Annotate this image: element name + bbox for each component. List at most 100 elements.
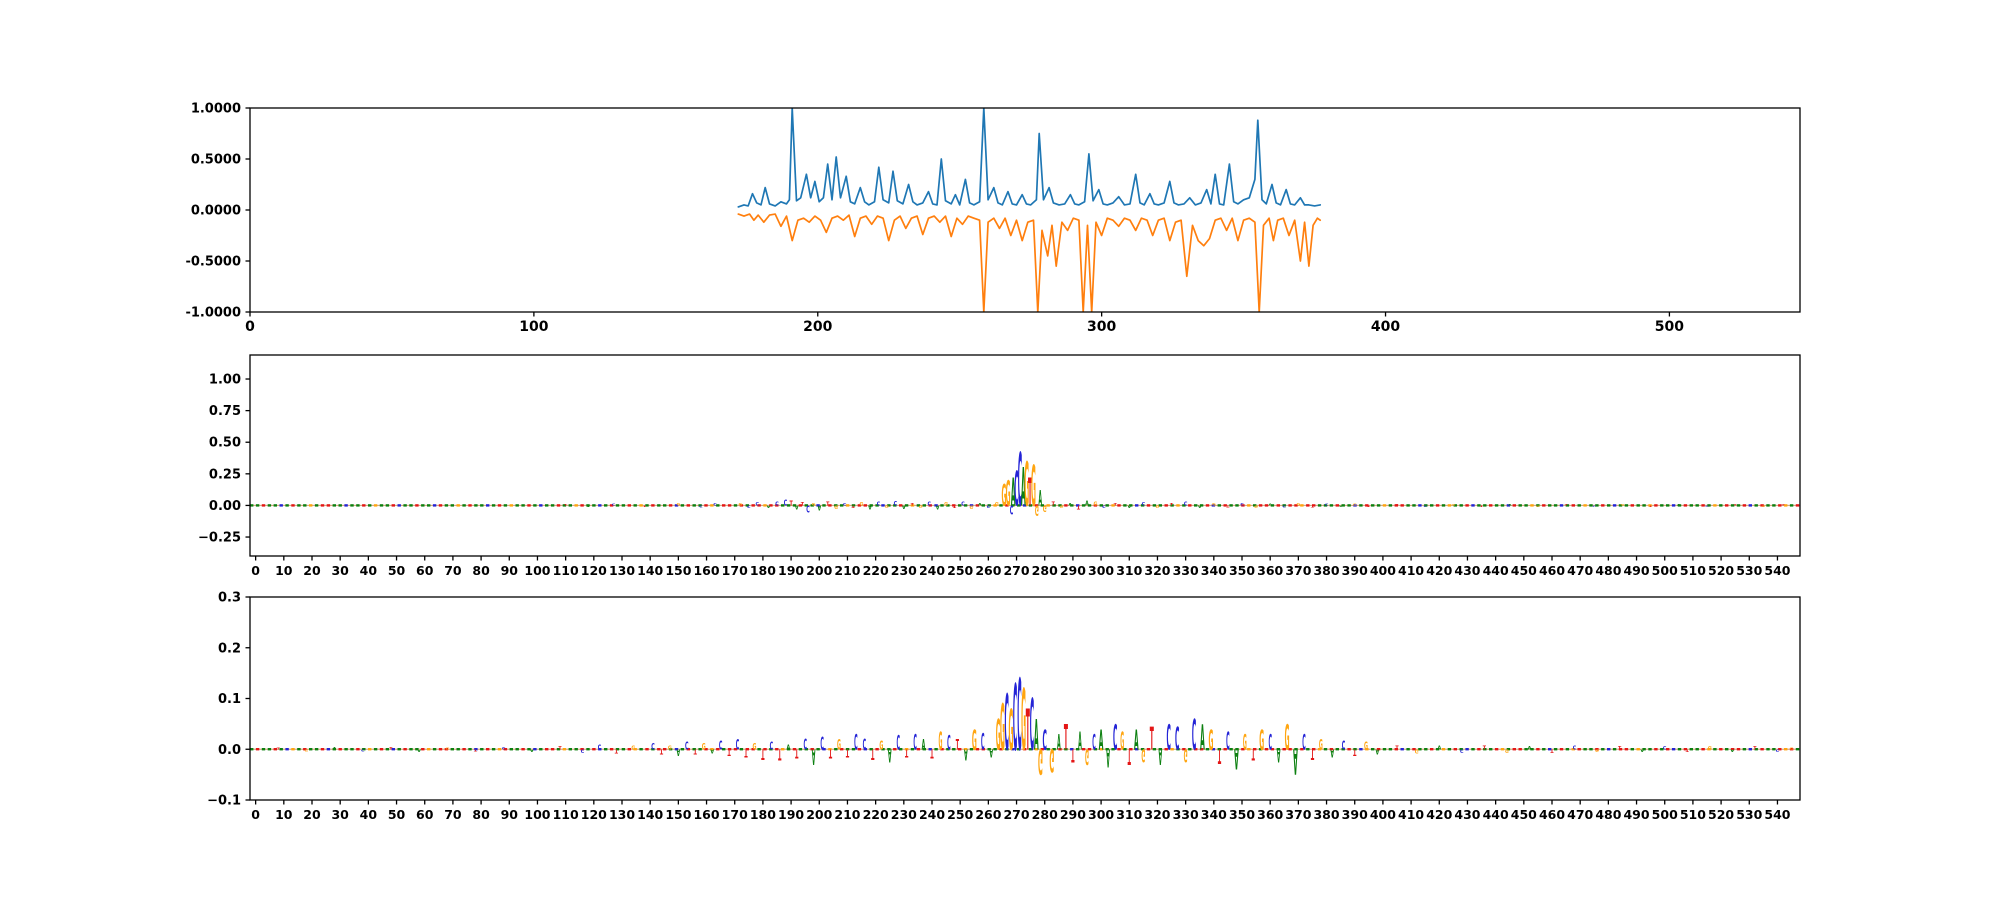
baseline-dash <box>255 504 260 507</box>
baseline-dash <box>851 748 856 751</box>
panel-1-series <box>737 108 1322 312</box>
x-tick-label: 220 <box>863 807 889 822</box>
baseline-dash <box>1070 504 1074 507</box>
x-tick-label: 370 <box>1285 807 1311 822</box>
x-tick-label: 50 <box>388 807 406 822</box>
baseline-dash <box>804 748 808 751</box>
logo-letter-A: A <box>902 503 906 509</box>
baseline-dash <box>314 504 319 507</box>
baseline-dash <box>314 748 319 751</box>
baseline-dash <box>468 748 472 751</box>
baseline-dash <box>1719 504 1723 507</box>
baseline-dash <box>745 748 749 751</box>
baseline-dash <box>373 748 378 751</box>
baseline-dash <box>1601 504 1605 507</box>
baseline-dash <box>615 748 620 751</box>
baseline-dash <box>910 748 915 751</box>
x-tick-label: 190 <box>778 563 804 578</box>
logo-letter-C: C <box>502 746 506 750</box>
logo-letter-G: G <box>834 503 838 509</box>
logo-letter-T: T <box>694 747 698 755</box>
panel-2-logo: T A C T GCC GC C A C C T A T C G A T G CT G A C G C A TG C A G T C G AC G… <box>250 439 1800 524</box>
logo-letter-G: G <box>1038 741 1043 781</box>
baseline-dash <box>1553 748 1558 751</box>
baseline-dash <box>940 504 944 507</box>
baseline-dash <box>1093 748 1098 751</box>
baseline-dash <box>663 748 667 751</box>
x-tick-label: 190 <box>778 807 804 822</box>
baseline-dash <box>1500 748 1505 751</box>
x-tick-label: 210 <box>834 807 860 822</box>
x-tick-label: 180 <box>750 563 776 578</box>
logo-letter-G: G <box>1761 505 1765 507</box>
baseline-dash <box>373 504 378 507</box>
x-tick-label: 400 <box>1370 563 1396 578</box>
baseline-dash <box>1571 504 1575 507</box>
baseline-dash <box>267 748 272 751</box>
baseline-dash <box>379 504 384 507</box>
baseline-dash <box>1329 748 1334 751</box>
logo-letter-C: C <box>894 501 898 508</box>
logo-letter-C: C <box>361 749 365 753</box>
baseline-dash <box>1170 504 1174 507</box>
baseline-dash <box>1347 504 1351 507</box>
baseline-dash <box>291 748 295 751</box>
baseline-dash <box>1347 748 1351 751</box>
x-tick-label: 520 <box>1708 563 1734 578</box>
baseline-dash <box>580 504 584 507</box>
y-tick-label: 0.3 <box>218 591 241 606</box>
logo-letter-T: T <box>1483 745 1487 751</box>
logo-letter-C: C <box>1776 748 1780 752</box>
baseline-dash <box>1789 748 1794 751</box>
logo-letter-T: T <box>1480 505 1484 507</box>
baseline-dash <box>1477 748 1481 751</box>
baseline-dash <box>1058 748 1062 751</box>
baseline-dash <box>474 748 478 751</box>
logo-letter-T: T <box>1311 505 1315 508</box>
logo-letter-G: G <box>1209 723 1214 756</box>
baseline-dash <box>1784 504 1788 507</box>
x-tick-label: 70 <box>444 563 462 578</box>
baseline-dash <box>1524 504 1528 507</box>
baseline-dash <box>816 748 820 751</box>
baseline-dash <box>692 748 696 751</box>
baseline-dash <box>1111 504 1115 507</box>
logo-letter-C: C <box>1014 462 1018 517</box>
logo-letter-T: T <box>389 746 392 750</box>
logo-letter-A: A <box>812 744 816 769</box>
logo-letter-G: G <box>1364 739 1368 752</box>
x-tick-label: 330 <box>1173 807 1199 822</box>
logo-letter-C: C <box>1192 712 1196 761</box>
baseline-dash <box>1194 748 1198 751</box>
logo-letter-G: G <box>1049 741 1054 777</box>
baseline-dash <box>1011 748 1015 751</box>
x-tick-label: 60 <box>416 563 434 578</box>
logo-letter-C: C <box>699 505 703 508</box>
logo-letter-A: A <box>922 737 926 753</box>
baseline-dash <box>432 748 437 751</box>
baseline-dash <box>356 504 360 507</box>
baseline-dash <box>1205 504 1210 507</box>
baseline-dash <box>869 504 873 507</box>
baseline-dash <box>792 504 797 507</box>
baseline-dash <box>987 504 991 507</box>
baseline-dash <box>1766 748 1770 751</box>
baseline-dash <box>1453 504 1457 507</box>
baseline-dash <box>521 504 525 507</box>
baseline-dash <box>1494 748 1499 751</box>
baseline-dash <box>804 504 808 507</box>
baseline-dash <box>904 504 909 507</box>
y-tick-label: 0.0000 <box>191 204 241 219</box>
baseline-dash <box>1406 504 1410 507</box>
baseline-dash <box>1713 748 1717 751</box>
baseline-dash <box>1707 504 1711 507</box>
baseline-dash <box>297 504 301 507</box>
baseline-dash <box>1642 504 1646 507</box>
logo-letter-G: G <box>1285 717 1290 757</box>
baseline-dash <box>981 504 985 507</box>
logo-letter-T: T <box>778 745 781 764</box>
baseline-dash <box>586 748 590 751</box>
x-tick-label: 230 <box>891 807 917 822</box>
baseline-dash <box>1270 748 1275 751</box>
logo-letter-G: G <box>445 746 449 750</box>
